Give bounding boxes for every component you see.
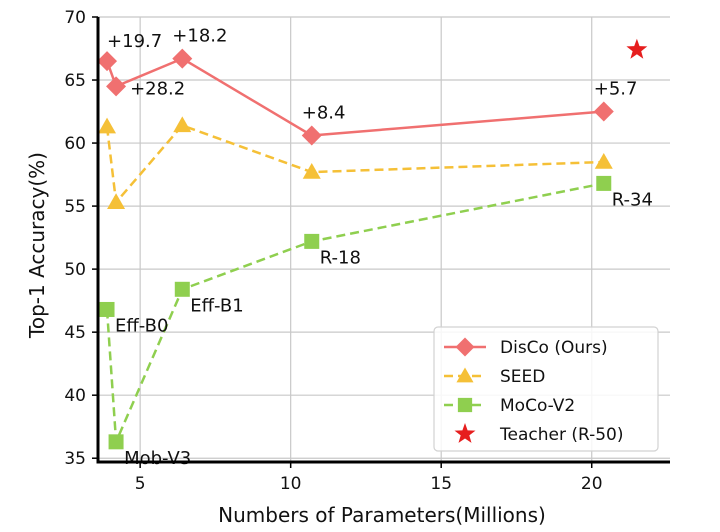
point-disco-ours [97, 51, 118, 72]
y-tick-label: 35 [64, 449, 86, 469]
point-disco-ours [301, 125, 322, 146]
annotation-label: +5.7 [594, 79, 638, 100]
point-disco-ours [172, 48, 193, 69]
point-moco-v2 [99, 301, 115, 317]
y-axis-label: Top-1 Accuracy(%) [25, 152, 49, 339]
series-markers [97, 38, 648, 450]
annotation-label: +8.4 [302, 102, 346, 123]
legend-label: MoCo-V2 [500, 396, 575, 416]
point-teacher-r-50 [626, 38, 648, 59]
legend-box [433, 326, 659, 452]
legend-marker-teacher-r-50 [454, 423, 476, 443]
legend-marker-moco-v2 [457, 397, 473, 413]
grid [98, 16, 670, 462]
point-seed [107, 193, 126, 210]
point-seed [173, 116, 192, 133]
annotation-label: +19.7 [107, 31, 162, 52]
annotation-label: +28.2 [130, 78, 185, 99]
legend-label: SEED [500, 367, 545, 387]
annotation-label: +18.2 [172, 26, 227, 47]
ticks: 5 10 15 20 35 40 45 50 55 60 65 70 [64, 8, 602, 494]
series-line-seed [105, 124, 604, 204]
x-tick-label: 10 [280, 474, 302, 494]
legend-label: DisCo (Ours) [500, 338, 608, 358]
x-tick-label: 5 [135, 474, 146, 494]
y-tick-label: 50 [64, 260, 86, 280]
x-tick-label: 20 [581, 474, 603, 494]
legend-marker-disco-ours [455, 337, 475, 357]
point-disco-ours [106, 76, 127, 97]
point-seed [594, 152, 613, 169]
legend-marker-seed [456, 367, 474, 383]
y-tick-label: 55 [64, 197, 86, 217]
x-axis-label: Numbers of Parameters(Millions) [218, 503, 546, 527]
point-moco-v2 [174, 281, 190, 297]
y-tick-label: 60 [64, 134, 86, 154]
y-tick-label: 65 [64, 71, 86, 91]
y-tick-label: 40 [64, 386, 86, 406]
point-seed [98, 117, 117, 134]
y-tick-label: 70 [64, 8, 86, 28]
point-seed [302, 163, 321, 179]
point-moco-v2 [304, 233, 320, 249]
y-tick-label: 45 [64, 323, 86, 343]
point-moco-v2 [596, 175, 612, 191]
point-moco-v2 [108, 434, 124, 450]
annotation-label: Eff-B0 [115, 315, 168, 336]
legend: DisCo (Ours) SEED MoCo-V2 Teacher (R-50) [433, 326, 659, 452]
annotation-label: Mob-V3 [124, 448, 191, 469]
annotation-label: R-18 [320, 247, 361, 268]
annotation-label: R-34 [612, 189, 653, 210]
legend-label: Teacher (R-50) [499, 425, 624, 445]
point-disco-ours [593, 101, 614, 122]
x-tick-label: 15 [430, 474, 452, 494]
annotation-label: Eff-B1 [190, 295, 243, 316]
axes [96, 17, 670, 464]
annotations: +19.7 +28.2 +18.2 +8.4 +5.7 Eff-B0 Mob-V3 Eff-B… [107, 26, 653, 469]
